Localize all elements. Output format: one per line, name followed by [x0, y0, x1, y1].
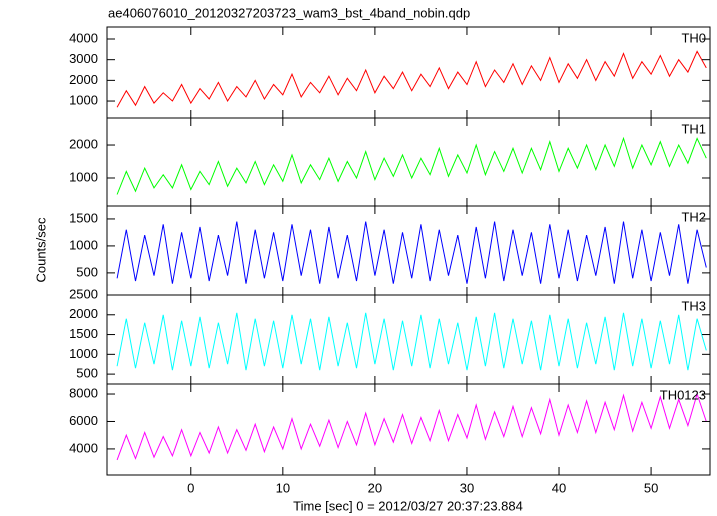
y-tick-label: 1000: [69, 237, 98, 252]
trace: [116, 50, 707, 108]
panel-label: TH3: [681, 298, 706, 313]
y-tick-label: 2000: [69, 306, 98, 321]
trace: [116, 221, 707, 284]
y-tick-label: 2000: [69, 72, 98, 87]
trace: [116, 312, 707, 371]
y-tick-label: 500: [76, 264, 98, 279]
chart-title: ae406076010_20120327203723_wam3_bst_4ban…: [108, 5, 470, 20]
y-tick-label: 3000: [69, 51, 98, 66]
x-tick-label: 40: [552, 480, 566, 495]
y-tick-label: 1000: [69, 346, 98, 361]
panel-label: TH0: [681, 30, 706, 45]
panel-label: TH2: [681, 209, 706, 224]
x-tick-label: 30: [460, 480, 474, 495]
trace: [116, 136, 707, 195]
y-tick-label: 6000: [69, 413, 98, 428]
y-tick-label: 8000: [69, 385, 98, 400]
x-axis-label: Time [sec] 0 = 2012/03/27 20:37:23.884: [293, 498, 523, 513]
y-tick-label: 4000: [69, 30, 98, 45]
y-tick-label: 2000: [69, 136, 98, 151]
y-axis-label: Counts/sec: [33, 217, 48, 283]
y-tick-label: 1000: [69, 169, 98, 184]
panel-frame: [106, 26, 711, 119]
y-tick-label: 500: [76, 366, 98, 381]
panel-label: TH0123: [660, 387, 706, 402]
x-tick-label: 10: [276, 480, 290, 495]
x-tick-label: 50: [644, 480, 658, 495]
y-tick-label: 2500: [69, 286, 98, 301]
x-tick-label: 20: [368, 480, 382, 495]
trace: [116, 392, 707, 461]
panel-label: TH1: [681, 121, 706, 136]
x-tick-label: 0: [187, 480, 194, 495]
y-tick-label: 1500: [69, 326, 98, 341]
panel-frame: [106, 383, 711, 476]
y-tick-label: 1000: [69, 92, 98, 107]
panel-frame: [106, 117, 711, 207]
y-tick-label: 4000: [69, 440, 98, 455]
y-tick-label: 1500: [69, 210, 98, 225]
